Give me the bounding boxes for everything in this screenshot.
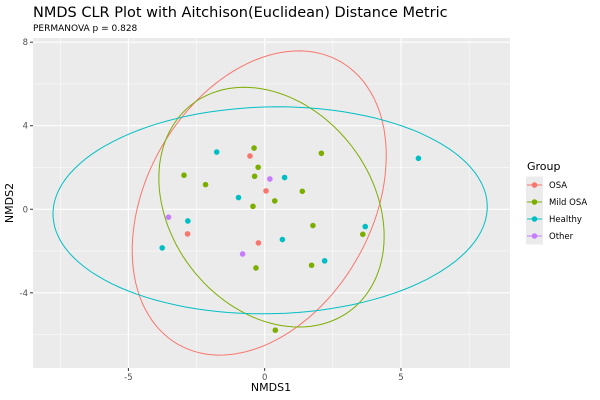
y-tick-label: 0 — [23, 205, 28, 215]
x-tick-label: 0 — [262, 373, 267, 383]
point-healthy — [235, 194, 242, 201]
point-mild-osa — [202, 181, 209, 188]
point-osa — [247, 153, 253, 159]
chart-title: NMDS CLR Plot with Aitchison(Euclidean) … — [33, 5, 448, 21]
legend-label-other: Other — [549, 232, 574, 242]
point-healthy — [159, 245, 165, 251]
point-healthy — [415, 155, 422, 162]
legend-key-point-mild-osa — [531, 199, 538, 205]
x-tick-label: 5 — [398, 373, 403, 383]
y-tick-label: 4 — [23, 122, 28, 132]
point-mild-osa — [310, 222, 316, 229]
point-mild-osa — [360, 231, 366, 238]
point-other — [165, 214, 172, 221]
legend-label-mild-osa: Mild OSA — [549, 198, 587, 208]
point-healthy — [213, 149, 220, 155]
point-mild-osa — [251, 145, 257, 151]
legend: Group OSA Mild OSA Healthy Other — [526, 160, 587, 245]
point-healthy — [185, 218, 191, 224]
point-other — [239, 251, 246, 257]
point-mild-osa — [272, 327, 279, 333]
point-mild-osa — [255, 164, 261, 171]
chart-subtitle: PERMANOVA p = 0.828 — [33, 24, 138, 34]
point-mild-osa — [271, 198, 278, 204]
point-mild-osa — [308, 262, 315, 269]
ellipses — [52, 50, 488, 356]
legend-key-point-other — [531, 233, 538, 239]
legend-key-point-healthy — [531, 216, 538, 222]
point-mild-osa — [181, 172, 187, 179]
x-axis-label: NMDS1 — [251, 381, 291, 394]
point-healthy — [362, 223, 369, 230]
point-osa — [184, 231, 191, 237]
axes: -5 0 5 -4 0 4 8 — [20, 38, 404, 383]
point-osa — [255, 240, 262, 246]
plot-panel — [33, 38, 510, 368]
x-tick-label: -5 — [124, 373, 132, 383]
point-mild-osa — [251, 173, 258, 180]
legend-label-healthy: Healthy — [549, 215, 582, 225]
legend-label-osa: OSA — [549, 181, 567, 191]
point-mild-osa — [253, 265, 259, 271]
y-tick-label: -4 — [20, 289, 28, 299]
ellipse-osa — [131, 50, 387, 356]
point-mild-osa — [299, 188, 306, 195]
point-mild-osa — [250, 203, 256, 210]
legend-title: Group — [527, 160, 561, 173]
point-osa — [263, 188, 269, 194]
point-healthy — [279, 236, 286, 243]
point-mild-osa — [318, 150, 325, 157]
legend-key-point-osa — [531, 182, 538, 188]
grid-lines — [33, 38, 510, 368]
y-axis-label: NMDS2 — [3, 183, 16, 223]
point-healthy — [281, 174, 288, 181]
points — [159, 145, 422, 333]
point-other — [267, 176, 273, 182]
point-healthy — [321, 258, 328, 264]
y-tick-label: 8 — [23, 38, 28, 48]
ellipse-mild-osa — [158, 86, 385, 328]
ellipse-healthy — [52, 106, 488, 315]
